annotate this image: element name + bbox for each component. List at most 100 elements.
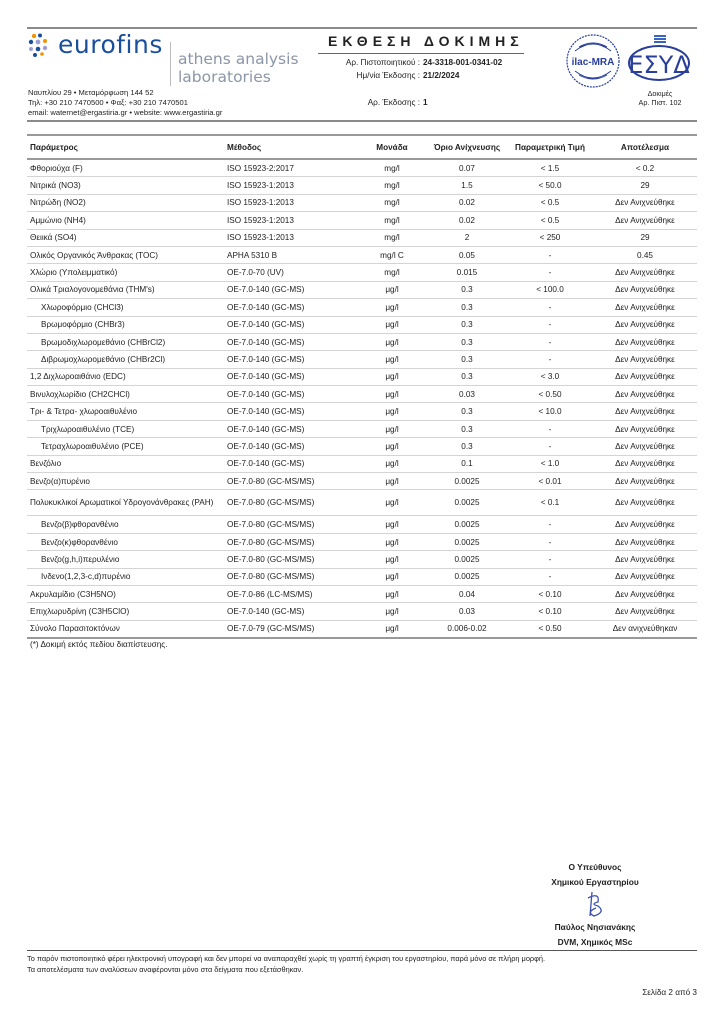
cell-unit: mg/l C [357,246,427,265]
cell-parameter: Βενζόλιο [27,455,227,474]
cell-method: OE-7.0-70 (UV) [227,263,357,282]
col-result: Αποτέλεσμα [593,134,697,160]
issue-number-label: Αρ. Έκδοσης : [367,98,420,107]
cell-unit: μg/l [357,550,427,569]
cell-parameter: Πολυκυκλικοί Αρωματικοί Υδρογονάνθρακες … [27,489,227,517]
cell-result: Δεν Ανιχνεύθηκε [593,194,697,213]
cell-result: < 0.2 [593,159,697,178]
cell-unit: μg/l [357,333,427,352]
cell-unit: μg/l [357,620,427,640]
issue-date-label: Ημ/νία Έκδοσης : [356,71,420,80]
cell-method: OE-7.0-86 (LC-MS/MS) [227,585,357,604]
cell-parametric-value: - [507,550,593,569]
cell-method: OE-7.0-140 (GC-MS) [227,281,357,300]
cell-method: OE-7.0-140 (GC-MS) [227,402,357,421]
cell-result: Δεν Ανιχνεύθηκε [593,489,697,517]
cell-method: OE-7.0-140 (GC-MS) [227,455,357,474]
footer-disclaimer: Το παρόν πιστοποιητικό φέρει ηλεκτρονική… [27,953,545,975]
cell-result: Δεν Ανιχνεύθηκε [593,211,697,230]
cell-method: OE-7.0-140 (GC-MS) [227,333,357,352]
table-row: Θειικά (SO4) ISO 15923-1:2013 mg/l 2 < 250 29 [27,229,697,247]
accreditation-info: Δοκιμές Αρ. Πιστ. 102 [620,89,700,107]
table-row: 1,2 Διχλωροαιθάνιο (EDC) OE-7.0-140 (GC-M… [27,368,697,387]
logo-divider [170,42,171,86]
cell-parametric-value: - [507,420,593,439]
cell-result: Δεν ανιχνεύθηκαν [593,620,697,640]
col-parameter: Παράμετρος [27,134,227,160]
cell-result: Δεν Ανιχνεύθηκε [593,437,697,456]
cell-detection-limit: 0.04 [427,585,507,604]
cell-unit: μg/l [357,298,427,317]
certificate-label: Αρ. Πιστοποιητικού : [345,58,420,67]
cell-method: OE-7.0-140 (GC-MS) [227,316,357,334]
table-row: Επιχλωρυδρίνη (C3H5ClO) OE-7.0-140 (GC-MS… [27,602,697,621]
table-row: Ακρυλαμίδιο (C3H5NO) OE-7.0-86 (LC-MS/MS)… [27,585,697,604]
cell-parametric-value: < 0.10 [507,585,593,604]
footer-line1: Το παρόν πιστοποιητικό φέρει ηλεκτρονική… [27,954,546,963]
cell-result: Δεν Ανιχνεύθηκε [593,420,697,439]
cell-unit: μg/l [357,585,427,604]
cell-detection-limit: 0.02 [427,194,507,213]
cell-unit: μg/l [357,316,427,334]
cell-result: Δεν Ανιχνεύθηκε [593,298,697,317]
cell-method: OE-7.0-140 (GC-MS) [227,385,357,404]
cell-method: OE-7.0-80 (GC-MS/MS) [227,489,357,517]
cell-detection-limit: 0.0025 [427,472,507,491]
address: Ναυπλίου 29 • Μεταμόρφωση 144 52 [28,88,154,97]
cell-unit: μg/l [357,437,427,456]
table-row: Ολικά Τριαλογονομεθάνια (THM's) OE-7.0-14… [27,281,697,300]
table-row: Νιτρώδη (NO2) ISO 15923-1:2013 mg/l 0.02 < 0… [27,194,697,213]
footer-line2: Τα αποτελέσματα των αναλύσεων αναφέροντα… [27,965,304,974]
cell-parameter: Νιτρικά (NO3) [27,176,227,195]
cell-detection-limit: 0.3 [427,368,507,387]
eurofins-logo-icon [28,33,48,57]
cell-detection-limit: 0.3 [427,281,507,300]
cell-detection-limit: 0.3 [427,420,507,439]
cell-parameter: Βενζο(β)φθορανθένιο [27,515,227,534]
cell-method: ISO 15923-1:2013 [227,211,357,230]
col-parametric-value: Παραμετρική Τιμή [507,134,593,160]
cell-parametric-value: < 1.0 [507,455,593,474]
cell-parameter: Επιχλωρυδρίνη (C3H5ClO) [27,602,227,621]
cell-result: Δεν Ανιχνεύθηκε [593,602,697,621]
cell-parameter: Τρι- & Τετρα- χλωροαιθυλένιο [27,402,227,421]
cell-parametric-value: - [507,437,593,456]
cell-method: OE-7.0-140 (GC-MS) [227,298,357,317]
accreditation-note: (*) Δοκιμή εκτός πεδίου διαπίστευσης. [30,640,168,649]
lab-name: athens analysis laboratories [178,50,299,86]
cell-method: OE-7.0-80 (GC-MS/MS) [227,550,357,569]
cell-detection-limit: 0.006-0.02 [427,620,507,640]
cell-unit: μg/l [357,489,427,517]
cell-result: 29 [593,229,697,247]
col-method: Μέθοδος [227,134,357,160]
cell-detection-limit: 0.3 [427,333,507,352]
cell-detection-limit: 0.015 [427,263,507,282]
cell-parametric-value: < 10.0 [507,402,593,421]
ilac-mra-logo-icon: ilac-MRA [566,34,620,88]
cell-method: ISO 15923-1:2013 [227,194,357,213]
cell-parametric-value: < 1.5 [507,159,593,178]
table-row: Βενζο(κ)φθορανθένιο OE-7.0-80 (GC-MS/MS) μ… [27,533,697,552]
cell-parameter: Σύνολο Παρασιτοκτόνων [27,620,227,640]
table-row: Νιτρικά (NO3) ISO 15923-1:2013 mg/l 1.5 < 50… [27,176,697,195]
cell-method: OE-7.0-140 (GC-MS) [227,420,357,439]
cell-result: Δεν Ανιχνεύθηκε [593,515,697,534]
cell-method: APHA 5310 B [227,246,357,265]
cell-result: Δεν Ανιχνεύθηκε [593,316,697,334]
table-row: Διβρωμοχλωρομεθάνιο (CHBr2Cl) OE-7.0-140 … [27,350,697,369]
contact: email: waternet@ergastiria.gr • website:… [28,108,223,117]
cell-unit: mg/l [357,176,427,195]
cell-method: OE-7.0-80 (GC-MS/MS) [227,533,357,552]
cell-parametric-value: < 0.5 [507,211,593,230]
cell-detection-limit: 1.5 [427,176,507,195]
col-detection-limit: Όριο Ανίχνευσης [427,134,507,160]
cell-unit: mg/l [357,159,427,178]
cell-parameter: Θειικά (SO4) [27,229,227,247]
cell-result: Δεν Ανιχνεύθηκε [593,263,697,282]
cell-method: ISO 15923-2:2017 [227,159,357,178]
cell-result: Δεν Ανιχνεύθηκε [593,368,697,387]
cell-detection-limit: 0.0025 [427,533,507,552]
cell-parameter: Βενζο(κ)φθορανθένιο [27,533,227,552]
cell-detection-limit: 0.07 [427,159,507,178]
esyd-logo-icon: ΕΣΥΔ [628,35,690,81]
